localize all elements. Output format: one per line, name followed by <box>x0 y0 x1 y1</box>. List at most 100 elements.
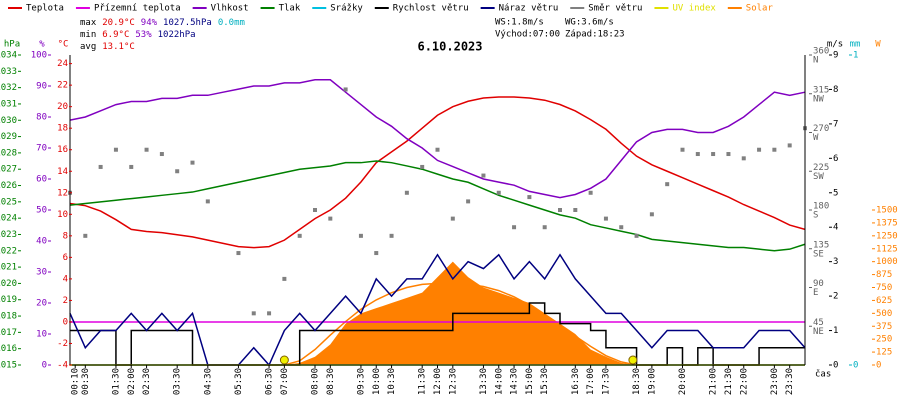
sun-marker <box>279 355 289 365</box>
y-tick-label: 2 <box>833 292 838 302</box>
wind-direction-point <box>267 311 272 316</box>
x-tick-label: 15:30 <box>540 368 550 395</box>
y-tick-label: 1000 <box>876 257 898 267</box>
y-tick-label: 1033 <box>0 67 17 77</box>
wind-direction-point <box>98 164 103 169</box>
y-tick-label: 6 <box>833 154 838 164</box>
y-tick-label: 24 <box>57 59 68 69</box>
y-tick-compass: SE <box>813 249 824 259</box>
y-tick-label: 0 <box>63 317 68 327</box>
y-tick-label: 315 <box>813 85 829 95</box>
y-tick-label: 4 <box>833 223 838 233</box>
y-tick-label: 8 <box>63 231 68 241</box>
wind-direction-point <box>450 216 455 221</box>
axis-unit: °C <box>58 40 69 50</box>
y-tick-label: 70 <box>36 144 47 154</box>
y-tick-label: 125 <box>876 348 892 358</box>
y-tick-compass: NW <box>813 94 824 104</box>
wind-direction-point <box>159 152 164 157</box>
wind-direction-point <box>358 233 363 238</box>
y-tick-label: 30 <box>36 268 47 278</box>
y-tick-label: 90 <box>36 82 47 92</box>
y-tick-label: 1017 <box>0 328 17 338</box>
y-tick-label: 180 <box>813 202 829 212</box>
y-tick-label: 1024 <box>0 214 17 224</box>
stats-value: min <box>80 30 96 40</box>
x-tick-label: 21:30 <box>724 368 734 395</box>
x-tick-label: 02:30 <box>142 368 152 395</box>
y-tick-label: 100 <box>31 51 47 61</box>
wind-direction-point <box>404 190 409 195</box>
y-tick-label: 16 <box>57 145 68 155</box>
legend-label: Solar <box>746 4 774 14</box>
x-tick-label: 03:30 <box>173 368 183 395</box>
y-tick-label: 270 <box>813 124 829 134</box>
wind-direction-point <box>144 147 149 152</box>
y-tick-label: 250 <box>876 335 892 345</box>
wind-info: WS:1.8m/s <box>495 18 544 28</box>
y-tick-label: 0 <box>42 361 47 371</box>
legend-label: Přízemní teplota <box>94 4 181 14</box>
wind-direction-point <box>343 87 348 92</box>
y-tick-label: 4 <box>63 274 68 284</box>
wind-direction-point <box>83 233 88 238</box>
wind-direction-point <box>512 225 517 230</box>
y-tick-label: 20 <box>36 299 47 309</box>
wind-direction-point <box>129 164 134 169</box>
stats-value: 13.1°C <box>102 42 135 52</box>
y-tick-label: 10 <box>57 210 68 220</box>
wind-direction-point <box>481 173 486 178</box>
legend-label: Rychlost větru <box>393 4 469 14</box>
y-tick-compass: W <box>813 133 819 143</box>
y-tick-label: 1022 <box>0 246 17 256</box>
axis-unit: % <box>39 40 45 50</box>
wind-direction-point <box>634 233 639 238</box>
y-tick-label: 1019 <box>0 295 17 305</box>
y-tick-label: 375 <box>876 322 892 332</box>
y-tick-label: 80 <box>36 113 47 123</box>
y-tick-label: 9 <box>833 51 838 61</box>
y-tick-label: 40 <box>36 237 47 247</box>
y-tick-label: 1375 <box>876 218 898 228</box>
y-tick-compass: E <box>813 288 818 298</box>
wind-direction-point <box>313 208 317 212</box>
x-tick-label: 17:00 <box>586 368 596 395</box>
y-tick-label: 12 <box>57 188 68 198</box>
x-tick-label: 15:00 <box>525 368 535 395</box>
x-tick-label: 22:00 <box>739 368 749 395</box>
y-tick-label: 1023 <box>0 230 17 240</box>
y-tick-label: 1 <box>853 51 858 61</box>
x-tick-label: 06:30 <box>265 368 275 395</box>
y-tick-compass: SW <box>813 172 824 182</box>
wind-direction-point <box>619 225 624 230</box>
x-tick-label: 05:30 <box>234 368 244 395</box>
stats-row: min 6.9°C 53% 1022hPa <box>80 30 196 40</box>
solar-area <box>70 261 805 365</box>
x-tick-label: 12:00 <box>433 368 443 395</box>
wind-direction-point <box>236 251 241 256</box>
y-tick-label: 7 <box>833 119 838 129</box>
wind-direction-point <box>251 311 256 316</box>
wind-direction-point <box>205 199 210 204</box>
y-tick-label: 2 <box>63 296 68 306</box>
y-tick-label: 1016 <box>0 344 17 354</box>
x-tick-label: 21:00 <box>709 368 719 395</box>
stats-row: avg 13.1°C <box>80 42 135 52</box>
stats-value: 20.9°C <box>102 18 135 28</box>
wind-direction-point <box>787 143 792 148</box>
y-tick-label: 1 <box>833 326 838 336</box>
wind-direction-point <box>282 276 287 281</box>
x-tick-label: 23:30 <box>785 368 795 395</box>
wind-direction-point <box>420 164 425 169</box>
sun-marker <box>628 355 638 365</box>
series-line <box>69 79 806 199</box>
wind-direction-point <box>603 216 608 221</box>
axis-unit: W <box>875 40 881 50</box>
wind-direction-point <box>542 225 547 230</box>
y-tick-label: 225 <box>813 163 829 173</box>
legend-label: Tlak <box>279 4 301 14</box>
y-tick-compass: NE <box>813 327 824 337</box>
y-tick-label: 60 <box>36 175 47 185</box>
